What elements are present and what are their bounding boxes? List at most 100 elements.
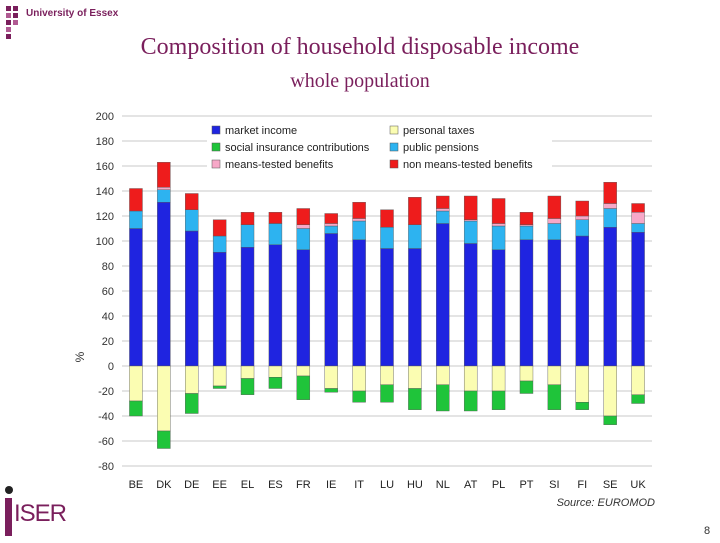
bar-segment bbox=[212, 235, 227, 253]
bar-segment bbox=[185, 393, 199, 414]
x-tick-label: PL bbox=[492, 479, 505, 491]
bar-segment bbox=[296, 208, 311, 225]
bar-segment bbox=[352, 220, 366, 240]
x-tick-label: PT bbox=[519, 479, 533, 491]
bar-segment bbox=[296, 228, 311, 250]
bar-segment bbox=[547, 195, 562, 219]
bar-segment bbox=[491, 223, 506, 227]
bar-segment bbox=[603, 415, 617, 425]
bar-segment bbox=[436, 365, 450, 385]
y-tick-label: 200 bbox=[96, 111, 114, 123]
bar-segment bbox=[129, 365, 143, 402]
bar-segment bbox=[408, 388, 422, 410]
bar-segment bbox=[519, 239, 534, 367]
bar-segment bbox=[603, 203, 617, 209]
page-title: Composition of household disposable inco… bbox=[140, 34, 580, 60]
bar-segment bbox=[352, 202, 366, 219]
x-tick-label: IE bbox=[326, 479, 336, 491]
bar-segment bbox=[519, 225, 534, 240]
page-number: 8 bbox=[704, 525, 711, 537]
legend-swatch bbox=[211, 142, 221, 152]
x-tick-label: EE bbox=[212, 479, 227, 491]
bar-segment bbox=[324, 225, 338, 234]
legend-swatch bbox=[211, 125, 221, 135]
y-tick-label: 120 bbox=[96, 211, 114, 223]
bar-segment bbox=[603, 182, 617, 204]
y-tick-label: -40 bbox=[98, 411, 114, 423]
bar-segment bbox=[129, 210, 143, 229]
bar-segment bbox=[296, 365, 311, 377]
bar-segment bbox=[157, 189, 171, 203]
bar-segment bbox=[324, 365, 338, 389]
bar-segment bbox=[352, 239, 366, 367]
legend-label: social insurance contributions bbox=[225, 142, 370, 154]
bar-segment bbox=[463, 220, 478, 244]
iser-wordmark: ISER bbox=[14, 500, 67, 527]
legend-label: means-tested benefits bbox=[225, 159, 334, 171]
bar-segment bbox=[575, 219, 589, 237]
x-tick-label: NL bbox=[436, 479, 450, 491]
x-tick-label: DK bbox=[156, 479, 172, 491]
bar-segment bbox=[436, 195, 450, 209]
bar-segment bbox=[240, 224, 255, 248]
university-logo bbox=[4, 4, 134, 40]
bar-segment bbox=[240, 247, 255, 367]
bar-segment bbox=[463, 390, 478, 412]
bar-segment bbox=[491, 198, 506, 224]
bar-segment bbox=[463, 243, 478, 367]
bar-segment bbox=[491, 249, 506, 367]
bar-segment bbox=[631, 232, 645, 367]
y-tick-label: 0 bbox=[108, 361, 114, 373]
bar-segment bbox=[212, 219, 227, 237]
bar-segment bbox=[603, 365, 617, 417]
legend-label: public pensions bbox=[403, 142, 479, 154]
bar-segment bbox=[324, 388, 338, 393]
y-tick-label: -80 bbox=[98, 461, 114, 473]
bar-segment bbox=[380, 365, 394, 385]
legend-label: personal taxes bbox=[403, 125, 475, 137]
x-tick-label: DE bbox=[184, 479, 199, 491]
bar-segment bbox=[324, 223, 338, 227]
bar-segment bbox=[240, 378, 255, 395]
bar-segment bbox=[185, 193, 199, 210]
bar-segment bbox=[575, 215, 589, 220]
bar-segment bbox=[268, 365, 283, 378]
bar-segment bbox=[408, 224, 422, 249]
bar-segment bbox=[380, 209, 394, 228]
bar-segment bbox=[408, 248, 422, 367]
bar-segment bbox=[575, 235, 589, 367]
x-tick-label: SI bbox=[549, 479, 559, 491]
x-tick-label: BE bbox=[129, 479, 144, 491]
x-tick-label: FI bbox=[577, 479, 587, 491]
bar-segment bbox=[380, 248, 394, 367]
bar-segment bbox=[575, 365, 589, 403]
y-tick-label: 160 bbox=[96, 161, 114, 173]
y-axis-label: % bbox=[73, 351, 87, 362]
bar-segment bbox=[268, 377, 283, 389]
bar-segment bbox=[547, 239, 562, 367]
bar-segment bbox=[129, 228, 143, 367]
bar-segment bbox=[631, 203, 645, 213]
x-tick-label: IT bbox=[354, 479, 364, 491]
bar-segment bbox=[129, 188, 143, 212]
bar-segment bbox=[519, 380, 534, 394]
legend-swatch bbox=[211, 159, 221, 169]
bar-segment bbox=[268, 223, 283, 245]
legend-box bbox=[207, 122, 552, 174]
bar-segment bbox=[185, 365, 199, 394]
bar-segment bbox=[491, 365, 506, 392]
bar-segment bbox=[212, 385, 227, 389]
bar-segment bbox=[463, 365, 478, 392]
x-tick-label: HU bbox=[407, 479, 423, 491]
legend-label: market income bbox=[225, 125, 297, 137]
bar-segment bbox=[185, 230, 199, 367]
bar-segment bbox=[352, 365, 366, 392]
bar-segment bbox=[436, 384, 450, 412]
bar-segment bbox=[157, 202, 171, 367]
bar-segment bbox=[436, 210, 450, 224]
legend-label: non means-tested benefits bbox=[403, 159, 533, 171]
bar-segment bbox=[631, 212, 645, 224]
legend-swatch bbox=[389, 125, 399, 135]
y-tick-label: 20 bbox=[102, 336, 114, 348]
bar-segment bbox=[575, 200, 589, 217]
